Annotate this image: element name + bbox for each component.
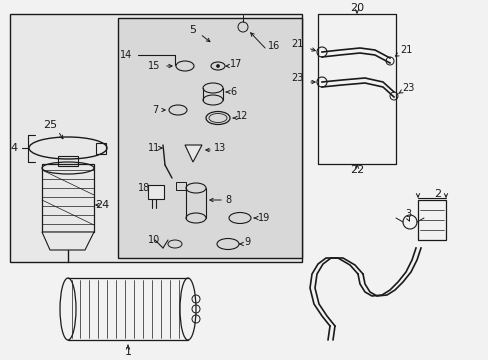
Text: 18: 18 — [138, 183, 150, 193]
Text: 14: 14 — [120, 50, 132, 60]
Text: 6: 6 — [229, 87, 236, 97]
Bar — [42, 164, 94, 232]
Text: 4: 4 — [10, 143, 18, 153]
Text: 8: 8 — [224, 195, 231, 205]
Text: 17: 17 — [229, 59, 242, 69]
Text: 11: 11 — [148, 143, 160, 153]
Text: 13: 13 — [214, 143, 226, 153]
Text: 3: 3 — [404, 209, 410, 219]
Text: 9: 9 — [244, 237, 250, 247]
Circle shape — [216, 64, 219, 68]
Bar — [58, 156, 78, 166]
Text: 25: 25 — [43, 120, 57, 130]
Text: 23: 23 — [291, 73, 304, 83]
Bar — [148, 185, 163, 199]
Text: 20: 20 — [349, 3, 364, 13]
Bar — [96, 143, 106, 154]
Text: 21: 21 — [291, 39, 304, 49]
Text: 7: 7 — [152, 105, 158, 115]
Text: 15: 15 — [148, 61, 160, 71]
Text: 19: 19 — [258, 213, 270, 223]
Text: 23: 23 — [401, 83, 413, 93]
Text: 22: 22 — [349, 165, 364, 175]
Bar — [118, 18, 302, 258]
Text: 12: 12 — [236, 111, 248, 121]
Text: 21: 21 — [399, 45, 411, 55]
Polygon shape — [42, 232, 94, 250]
Text: 24: 24 — [95, 200, 109, 210]
Bar — [176, 182, 185, 190]
Text: 1: 1 — [124, 347, 131, 357]
Text: 2: 2 — [433, 189, 441, 199]
Text: 5: 5 — [189, 25, 196, 35]
Polygon shape — [184, 145, 202, 162]
Text: 10: 10 — [148, 235, 160, 245]
Text: 16: 16 — [267, 41, 280, 51]
Bar — [417, 200, 445, 240]
Bar — [10, 14, 302, 262]
